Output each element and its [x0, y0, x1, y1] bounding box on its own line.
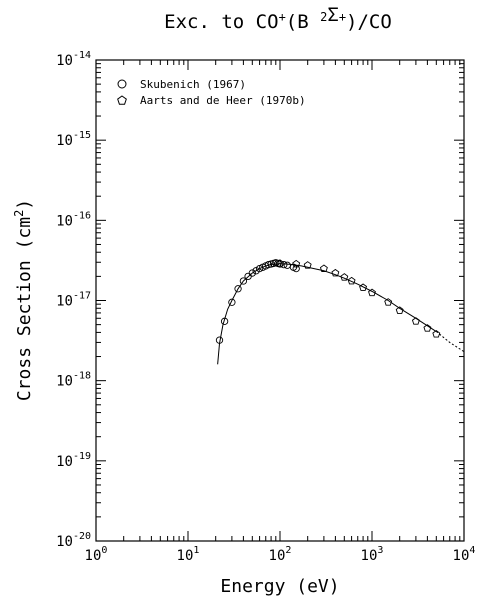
title-prefix: Exc. to CO — [164, 11, 278, 33]
skubenich-point — [280, 261, 288, 269]
y-axis-label-main: Cross Section (cm — [14, 217, 35, 401]
axis-ticks — [95, 59, 465, 542]
skubenich-point — [234, 285, 242, 293]
aarts-point — [395, 306, 404, 314]
aarts-point — [432, 330, 441, 338]
legend: Skubenich (1967) Aarts and de Heer (1970… — [117, 78, 306, 107]
y-axis-label-sup: 2 — [12, 210, 26, 217]
legend-item-aarts: Aarts and de Heer (1970b) — [117, 94, 306, 107]
aarts-point — [384, 298, 393, 306]
x-tick-label-0: 100 — [85, 545, 108, 564]
title-sup3: + — [339, 10, 346, 24]
y-tick-label-3: 10-17 — [56, 291, 91, 310]
aarts-point — [292, 259, 301, 268]
y-tick-label-0: 10-20 — [56, 531, 91, 550]
skubenich-point — [215, 336, 224, 344]
aarts-point — [303, 261, 312, 269]
legend-label-aarts: Aarts and de Heer (1970b) — [140, 94, 306, 107]
tick-labels: 100 101 102 103 104 10-20 10-19 10-18 10-17 10-16… — [56, 50, 475, 564]
legend-item-skubenich: Skubenich (1967) — [117, 78, 246, 91]
aarts-point — [340, 273, 349, 281]
x-axis-label: Energy (eV) — [220, 576, 339, 597]
y-axis-label-close: ) — [14, 199, 35, 210]
y-tick-label-2: 10-18 — [56, 371, 91, 390]
skubenich-point — [220, 317, 229, 325]
y-axis-label: Cross Section (cm2) — [12, 199, 35, 401]
title-sup1: + — [279, 10, 286, 24]
aarts-point — [423, 324, 432, 332]
x-tick-label-4: 104 — [453, 545, 476, 564]
skubenich-point — [239, 277, 248, 285]
aarts-point — [331, 268, 340, 277]
skubenich-point — [264, 261, 273, 269]
fit-curve-extension — [435, 331, 465, 353]
skubenich-point — [255, 264, 264, 273]
aarts-point — [368, 288, 376, 297]
skubenich-point — [228, 298, 236, 306]
title-suffix: )/CO — [346, 11, 392, 33]
plot-frame — [95, 59, 465, 542]
title-sigma: Σ — [327, 4, 338, 26]
aarts-point — [411, 317, 420, 325]
title-sup2: 2 — [320, 10, 327, 24]
y-tick-label-4: 10-16 — [56, 210, 91, 229]
aarts-point — [347, 276, 356, 285]
aarts-point — [319, 264, 328, 272]
data-markers — [215, 259, 441, 344]
x-tick-label-3: 103 — [361, 545, 384, 564]
chart-title: Exc. to CO+(B 2Σ+)/CO — [164, 4, 392, 33]
y-tick-label-5: 10-15 — [56, 130, 91, 149]
legend-marker-pentagon — [117, 95, 127, 105]
x-tick-label-1: 101 — [177, 545, 200, 564]
title-mid: (B — [286, 11, 320, 33]
skubenich-point — [248, 269, 256, 277]
fit-curve-group — [217, 263, 465, 365]
aarts-point — [276, 259, 284, 267]
legend-label-skubenich: Skubenich (1967) — [140, 78, 246, 91]
y-tick-label-6: 10-14 — [56, 50, 91, 69]
y-tick-label-1: 10-19 — [56, 451, 91, 470]
x-tick-label-2: 102 — [269, 545, 292, 564]
skubenich-point — [292, 264, 300, 273]
aarts-point — [359, 283, 368, 291]
legend-marker-circle — [117, 79, 127, 89]
